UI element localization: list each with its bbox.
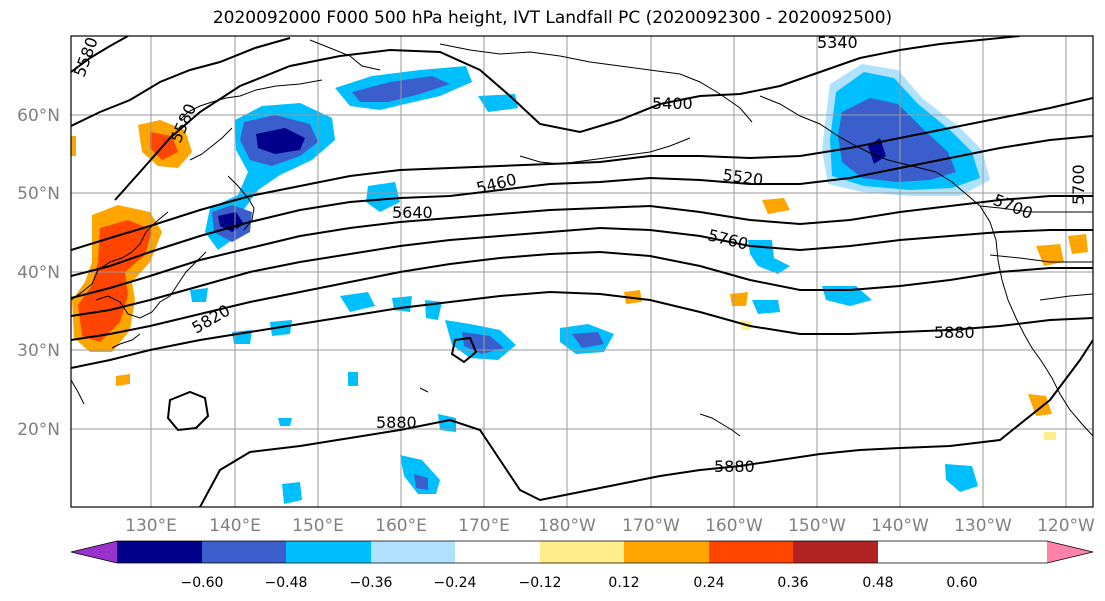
colorbar: −0.60 −0.48 −0.36 −0.24 −0.12 0.12 0.24 … <box>70 540 1094 591</box>
lon-label-180W: 180°W <box>538 516 596 536</box>
ivt-positive-small-1 <box>762 198 790 214</box>
colorbar-segment <box>117 541 202 563</box>
lat-label-40N: 40°N <box>17 263 60 283</box>
graticule <box>71 36 1093 507</box>
ivt-negative-south-2 <box>945 464 978 492</box>
lon-label-160E: 160°E <box>375 516 427 536</box>
lat-label-30N: 30°N <box>17 341 60 361</box>
lon-label-140E: 140°E <box>209 516 261 536</box>
contour-label-5640: 5640 <box>392 203 433 222</box>
contour-label-5700-east: 5700 <box>1069 164 1088 205</box>
longitude-labels: 130°E 140°E 150°E 160°E 170°E 180°W 170°… <box>125 516 1095 536</box>
colorbar-segment <box>371 541 455 563</box>
colorbar-segment <box>540 541 624 563</box>
ivt-mid-negative-south-1 <box>414 474 428 490</box>
ivt-negative-central-8 <box>748 240 790 274</box>
lon-label-150E: 150°E <box>292 516 344 536</box>
colorbar-tick-label: 0.12 <box>608 575 639 591</box>
latitude-labels: 60°N 50°N 40°N 30°N 20°N <box>17 106 60 440</box>
colorbar-tick-label: −0.60 <box>181 575 224 591</box>
contour-label-5340: 5340 <box>817 33 858 52</box>
lat-label-60N: 60°N <box>17 106 60 126</box>
colorbar-segment <box>624 541 709 563</box>
lat-label-50N: 50°N <box>17 184 60 204</box>
lon-label-160W: 160°W <box>705 516 763 536</box>
colorbar-extend-low <box>71 541 117 563</box>
height-contours <box>71 36 1093 507</box>
ivt-negative-region-bering-east <box>478 94 518 112</box>
ivt-negative-south-4 <box>438 414 456 432</box>
colorbar-tick-label: 0.36 <box>777 575 808 591</box>
ivt-negative-south-1 <box>400 455 440 494</box>
map-frame <box>70 35 1094 508</box>
ivt-negative-central-10 <box>752 300 780 314</box>
colorbar-ticks: −0.60 −0.48 −0.36 −0.24 −0.12 0.12 0.24 … <box>181 575 978 591</box>
lon-label-130W: 130°W <box>954 516 1012 536</box>
colorbar-tick-label: −0.12 <box>519 575 562 591</box>
ivt-strong-negative-okhotsk <box>256 128 305 154</box>
colorbar-segment <box>286 541 371 563</box>
ivt-positive-small-7 <box>116 374 130 386</box>
ivt-negative-region-aleutian <box>366 182 400 212</box>
lon-label-140W: 140°W <box>871 516 929 536</box>
colorbar-extend-high <box>1047 541 1093 563</box>
ivt-positive-small-4 <box>1036 244 1064 266</box>
colorbar-segment <box>455 541 540 563</box>
lon-label-120W: 120°W <box>1037 516 1095 536</box>
map-title: 2020092000 F000 500 hPa height, IVT Land… <box>212 8 893 28</box>
ivt-positive-small-3 <box>730 292 748 306</box>
ivt-positive-small-6 <box>1028 394 1052 416</box>
ivt-mid-negative-gulf-alaska <box>838 98 956 182</box>
lon-label-150W: 150°W <box>788 516 846 536</box>
ivt-negative-south-6 <box>348 372 358 386</box>
contour-label-5400: 5400 <box>652 94 693 113</box>
colorbar-tick-label: −0.36 <box>350 575 393 591</box>
colorbar-tick-label: 0.60 <box>946 575 977 591</box>
contour-label-5880-east: 5880 <box>934 323 975 342</box>
ivt-negative-south-5 <box>278 418 292 426</box>
lon-label-130E: 130°E <box>125 516 177 536</box>
ivt-negative-central-11 <box>190 288 208 302</box>
colorbar-segment <box>202 541 286 563</box>
ivt-strong-negative-kuril <box>218 212 244 232</box>
ivt-negative-south-3 <box>282 482 302 504</box>
lon-label-170W: 170°W <box>622 516 680 536</box>
colorbar-tick-label: −0.48 <box>265 575 308 591</box>
ivt-negative-central-3 <box>340 292 375 312</box>
ivt-positive-small-8 <box>71 136 76 156</box>
lon-label-170E: 170°E <box>458 516 510 536</box>
contour-label-5880-south-east: 5880 <box>714 457 755 476</box>
colorbar-tick-label: −0.24 <box>434 575 477 591</box>
colorbar-tick-label: 0.48 <box>862 575 893 591</box>
contour-label-5880-south-west: 5880 <box>376 413 417 432</box>
colorbar-segment <box>709 541 793 563</box>
colorbar-segment <box>793 541 878 563</box>
colorbar-segments <box>117 541 878 563</box>
colorbar-outline <box>70 540 1094 564</box>
colorbar-tick-label: 0.24 <box>693 575 724 591</box>
ivt-positive-small-5 <box>1068 234 1088 254</box>
lat-label-20N: 20°N <box>17 420 60 440</box>
ivt-mid-negative-central-2 <box>572 332 604 348</box>
ivt-mid-negative-central-1 <box>462 332 504 354</box>
ivt-positive-small-10 <box>1044 432 1056 440</box>
